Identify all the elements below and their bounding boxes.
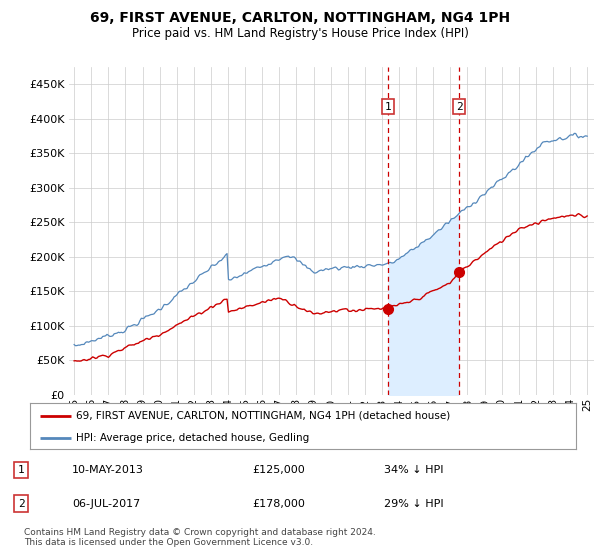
Text: 2: 2 <box>455 101 463 111</box>
Text: 69, FIRST AVENUE, CARLTON, NOTTINGHAM, NG4 1PH: 69, FIRST AVENUE, CARLTON, NOTTINGHAM, N… <box>90 11 510 25</box>
Text: Price paid vs. HM Land Registry's House Price Index (HPI): Price paid vs. HM Land Registry's House … <box>131 27 469 40</box>
Text: 10-MAY-2013: 10-MAY-2013 <box>72 465 144 475</box>
Text: £125,000: £125,000 <box>252 465 305 475</box>
Text: 06-JUL-2017: 06-JUL-2017 <box>72 498 140 508</box>
Text: 29% ↓ HPI: 29% ↓ HPI <box>384 498 443 508</box>
Text: 34% ↓ HPI: 34% ↓ HPI <box>384 465 443 475</box>
Text: HPI: Average price, detached house, Gedling: HPI: Average price, detached house, Gedl… <box>76 433 310 442</box>
Text: 69, FIRST AVENUE, CARLTON, NOTTINGHAM, NG4 1PH (detached house): 69, FIRST AVENUE, CARLTON, NOTTINGHAM, N… <box>76 410 451 421</box>
Text: 2: 2 <box>17 498 25 508</box>
Text: Contains HM Land Registry data © Crown copyright and database right 2024.
This d: Contains HM Land Registry data © Crown c… <box>24 528 376 547</box>
Text: 1: 1 <box>385 101 392 111</box>
Text: 1: 1 <box>17 465 25 475</box>
Text: £178,000: £178,000 <box>252 498 305 508</box>
